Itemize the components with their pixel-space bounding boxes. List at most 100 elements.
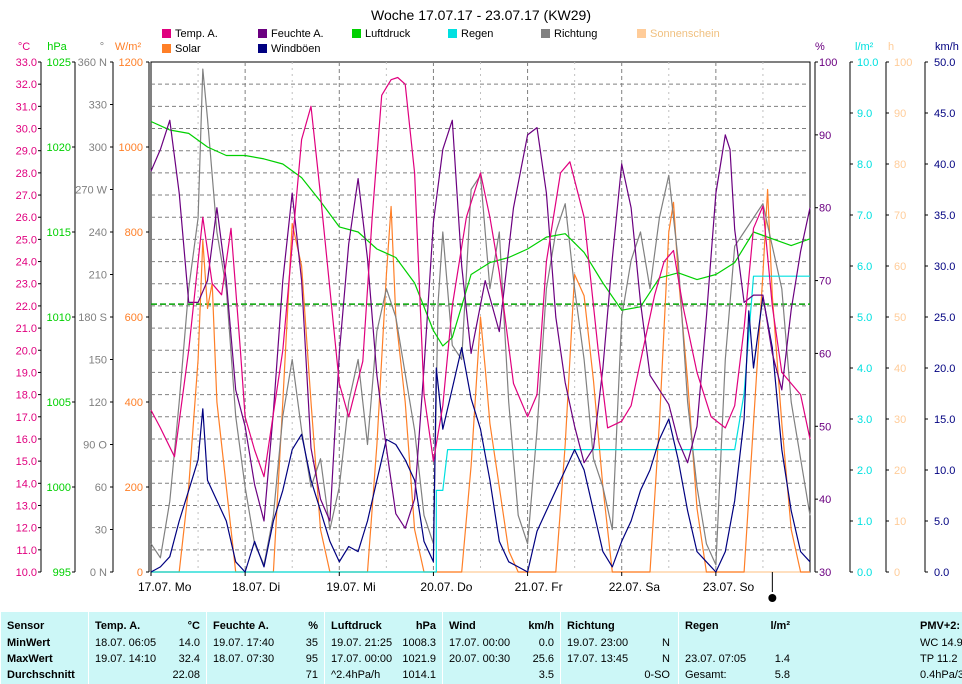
pressure-min: 1008.3 xyxy=(402,637,436,649)
temp-tick-label: 23.0 xyxy=(16,279,37,291)
temp-tick-label: 29.0 xyxy=(16,146,37,158)
pressure-tick-label: 1025 xyxy=(47,57,71,69)
legend-swatch xyxy=(448,29,457,38)
temp-tick-label: 25.0 xyxy=(16,234,37,246)
pmv-tp: TP 11.2 xyxy=(920,653,958,665)
temp-tick-label: 19.0 xyxy=(16,367,37,379)
direction-tick-label: 0 N xyxy=(90,567,107,579)
wind-max-time: 20.07. 00:30 xyxy=(449,653,511,665)
wind-unit: km/h xyxy=(528,620,554,632)
temp-tick-label: 13.0 xyxy=(16,500,37,512)
humidity-unit: % xyxy=(308,620,318,632)
wind-tick-label: 40.0 xyxy=(934,159,955,171)
pressure-header: Luftdruck xyxy=(331,620,382,632)
temp-tick-label: 27.0 xyxy=(16,190,37,202)
direction-tick-label: 300 xyxy=(89,142,107,154)
sunshine-tick-label: 60 xyxy=(894,261,906,273)
temp-tick-label: 18.0 xyxy=(16,390,37,402)
rain-header: Regen xyxy=(685,620,719,632)
rain-max-time: 23.07. 07:05 xyxy=(685,653,747,665)
wind-tick-label: 10.0 xyxy=(934,465,955,477)
sunshine-tick-label: 30 xyxy=(894,414,906,426)
legend-label: Regen xyxy=(461,28,493,40)
temp-max: 32.4 xyxy=(178,653,200,665)
temp-tick-label: 21.0 xyxy=(16,323,37,335)
legend-swatch xyxy=(258,29,267,38)
solar-tick-label: 600 xyxy=(125,312,143,324)
rain-axis-unit: l/m² xyxy=(855,41,874,53)
pressure-avg: 1014.1 xyxy=(402,669,436,681)
pmv-column: PMV+2: WC 14.9 TP 11.2 0.4hPa/3 xyxy=(796,612,962,684)
rain-tick-label: 1.0 xyxy=(857,516,872,528)
direction-tick-label: 120 xyxy=(89,397,107,409)
pressure-max: 1021.9 xyxy=(402,653,436,665)
temp-tick-label: 30.0 xyxy=(16,124,37,136)
pressure-tick-label: 1010 xyxy=(47,312,71,324)
temp-min: 14.0 xyxy=(178,637,200,649)
pressure-tick-label: 1015 xyxy=(47,227,71,239)
pressure-column: Luftdruck hPa 19.07. 21:25 1008.3 17.07.… xyxy=(324,612,442,684)
sunshine-tick-label: 40 xyxy=(894,363,906,375)
solar-tick-label: 400 xyxy=(125,397,143,409)
min-label: MinWert xyxy=(7,637,51,649)
sunshine-tick-label: 80 xyxy=(894,159,906,171)
x-tick-label: 23.07. So xyxy=(703,580,755,594)
sensor-header: Sensor xyxy=(7,620,45,632)
legend-label: Feuchte A. xyxy=(271,28,324,40)
pressure-axis-unit: hPa xyxy=(47,41,67,53)
wind-tick-label: 25.0 xyxy=(934,312,955,324)
x-axis-labels: 17.07. Mo 18.07. Di 19.07. Mi 20.07. Do 21.0… xyxy=(138,572,777,602)
direction-axis-unit: ° xyxy=(100,41,104,53)
direction-header: Richtung xyxy=(567,620,615,632)
sunshine-tick-label: 70 xyxy=(894,210,906,222)
x-tick-label: 21.07. Fr xyxy=(515,580,563,594)
humidity-min-time: 19.07. 17:40 xyxy=(213,637,275,649)
pmv-header: PMV+2: xyxy=(920,620,961,632)
wind-tick-label: 15.0 xyxy=(934,414,955,426)
temp-tick-label: 16.0 xyxy=(16,434,37,446)
legend-label: Richtung xyxy=(554,28,597,40)
sunshine-tick-label: 10 xyxy=(894,516,906,528)
temp-unit: °C xyxy=(187,620,200,632)
temp-column: Temp. A. °C 18.07. 06:05 14.0 19.07. 14:… xyxy=(88,612,206,684)
wind-max: 25.6 xyxy=(532,653,554,665)
legend-label: Solar xyxy=(175,43,201,55)
legend-swatch xyxy=(352,29,361,38)
solar-tick-label: 200 xyxy=(125,482,143,494)
statistics-table: Sensor MinWert MaxWert Durchschnitt Temp… xyxy=(0,612,962,684)
direction-tick-label: 270 W xyxy=(75,185,107,197)
temp-tick-label: 11.0 xyxy=(16,545,37,557)
sensor-column: Sensor MinWert MaxWert Durchschnitt xyxy=(0,612,88,684)
humidity-min: 35 xyxy=(305,637,318,649)
wind-tick-label: 50.0 xyxy=(934,57,955,69)
weather-chart: Woche 17.07.17 - 23.07.17 (KW29) Temp. A… xyxy=(16,7,959,602)
legend-label: Luftdruck xyxy=(365,28,411,40)
plot-area xyxy=(150,68,811,573)
humidity-tick-label: 90 xyxy=(819,130,831,142)
wind-tick-label: 35.0 xyxy=(934,210,955,222)
wind-tick-label: 5.0 xyxy=(934,516,949,528)
temp-min-time: 18.07. 06:05 xyxy=(95,637,157,649)
solar-tick-label: 800 xyxy=(125,227,143,239)
direction-tick-label: 60 xyxy=(95,482,107,494)
humidity-column: Feuchte A. % 19.07. 17:40 35 18.07. 07:3… xyxy=(206,612,324,684)
humidity-header: Feuchte A. xyxy=(213,620,269,632)
humidity-tick-label: 40 xyxy=(819,494,831,506)
direction-tick-label: 150 xyxy=(89,355,107,367)
rain-total: 5.8 xyxy=(774,669,790,681)
sunshine-tick-label: 0 xyxy=(894,567,900,579)
pressure-tick-label: 995 xyxy=(53,567,71,579)
wind-tick-label: 30.0 xyxy=(934,261,955,273)
humidity-tick-label: 100 xyxy=(819,57,837,69)
solar-tick-label: 1200 xyxy=(119,57,143,69)
solar-tick-label: 0 xyxy=(137,567,143,579)
pressure-max-time: 17.07. 00:00 xyxy=(331,653,393,665)
rain-tick-label: 10.0 xyxy=(857,57,878,69)
rain-tick-label: 4.0 xyxy=(857,363,872,375)
solar-axis-unit: W/m² xyxy=(115,41,142,53)
temp-tick-label: 14.0 xyxy=(16,478,37,490)
temp-tick-label: 24.0 xyxy=(16,257,37,269)
temp-tick-label: 22.0 xyxy=(16,301,37,313)
series-temp--a- xyxy=(150,76,811,478)
rain-tick-label: 2.0 xyxy=(857,465,872,477)
